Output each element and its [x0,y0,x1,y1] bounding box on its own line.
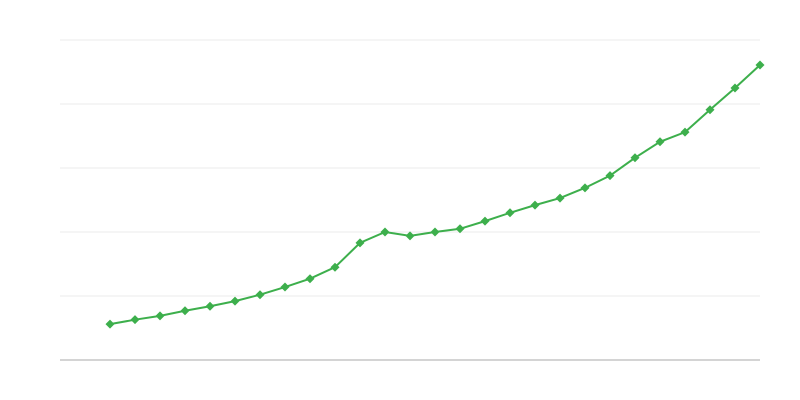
point [580,183,590,193]
point [280,282,290,292]
point [730,83,740,93]
point [330,262,340,272]
point [255,290,265,300]
point [155,311,165,321]
point [230,296,240,306]
point [705,105,715,115]
point [455,224,465,234]
point [180,306,190,316]
point [405,231,415,241]
point [605,171,615,181]
point [480,216,490,226]
point [105,319,115,329]
point [680,127,690,137]
point [430,227,440,237]
point [555,193,565,203]
point [305,274,315,284]
point [755,60,765,70]
point [655,137,665,147]
point [630,153,640,163]
point [505,208,515,218]
point [130,315,140,325]
point [380,227,390,237]
point [355,238,365,248]
point [530,200,540,210]
point [205,301,215,311]
